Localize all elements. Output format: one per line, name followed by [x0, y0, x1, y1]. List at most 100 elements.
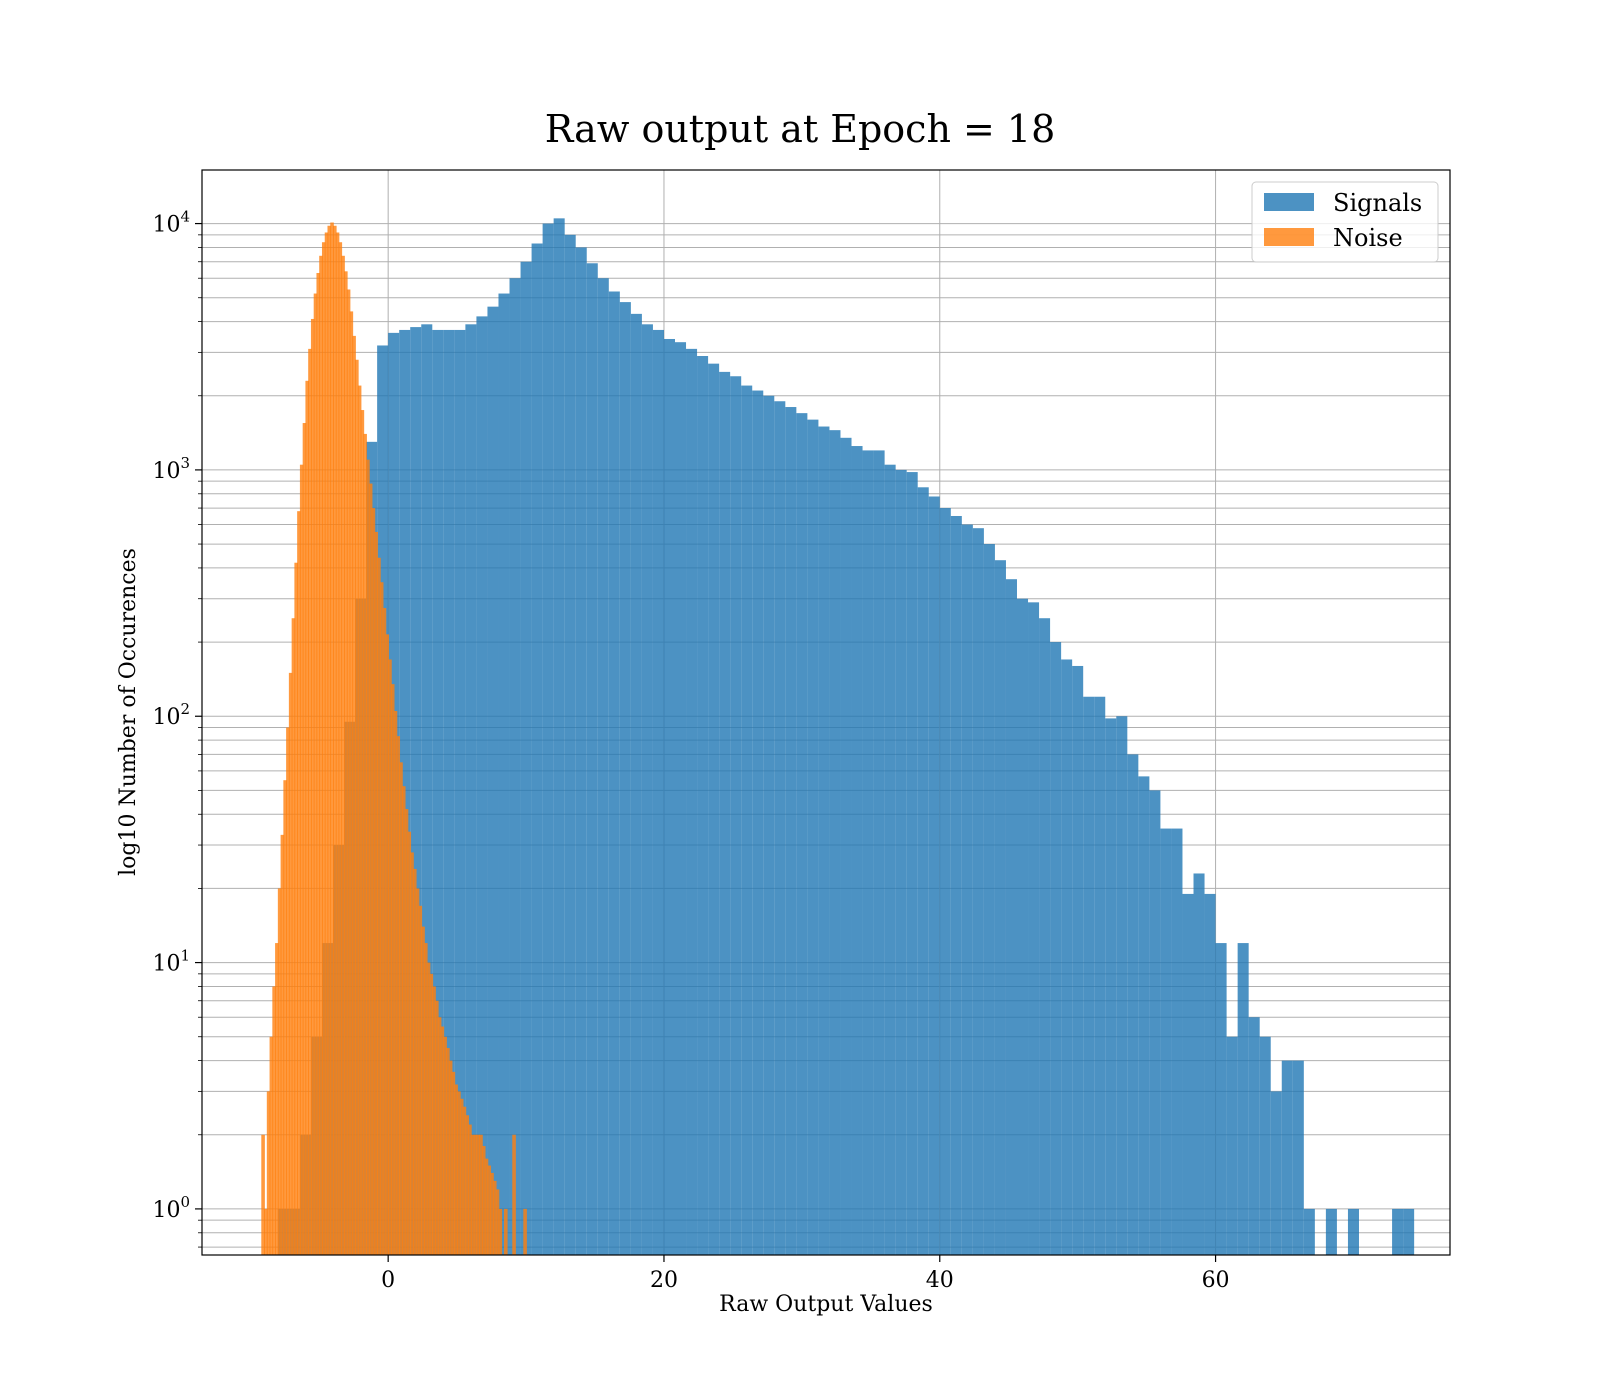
signals-bar [465, 324, 477, 1255]
signals-bar [586, 263, 598, 1256]
noise-bar [333, 225, 337, 1256]
noise-bar [424, 943, 428, 1255]
noise-bar [404, 809, 409, 1255]
noise-bar [272, 986, 276, 1255]
signals-bar [1138, 776, 1150, 1255]
signals-bar [928, 496, 940, 1255]
noise-bar [357, 385, 362, 1255]
legend-swatch-signals [1264, 193, 1314, 211]
noise-bar [440, 1026, 445, 1255]
noise-bar [432, 986, 436, 1255]
noise-bar [302, 423, 307, 1255]
signals-bar [1237, 943, 1249, 1255]
signals-bar [1347, 1208, 1359, 1255]
chart-title: Raw output at Epoch = 18 [545, 107, 1056, 151]
noise-bar [492, 1180, 497, 1255]
signals-bar [1050, 642, 1062, 1255]
noise-bar [399, 762, 403, 1255]
signals-bar [829, 430, 841, 1256]
signals-bar [1016, 598, 1029, 1255]
signals-bar [630, 313, 642, 1255]
noise-bar [349, 311, 354, 1255]
signals-bar [432, 329, 444, 1256]
noise-bar [294, 562, 298, 1255]
noise-bar [363, 433, 367, 1255]
noise-bar [421, 926, 425, 1255]
x-axis-label: Raw Output Values [719, 1292, 933, 1317]
y-tick-label: 100 [152, 1193, 190, 1223]
signals-bar [1127, 754, 1139, 1255]
noise-bar [481, 1146, 486, 1255]
noise-bar [407, 831, 412, 1255]
x-tick-label: 60 [1202, 1268, 1230, 1293]
signals-bar [840, 437, 852, 1255]
noise-bar [426, 962, 431, 1255]
noise-bar [355, 359, 359, 1255]
noise-bar [396, 736, 401, 1255]
noise-bar [341, 255, 345, 1255]
signals-bar [641, 324, 653, 1255]
signals-bar [674, 342, 687, 1255]
noise-bar [415, 888, 420, 1255]
signals-bar [443, 329, 455, 1256]
signals-bar [1248, 1017, 1260, 1255]
noise-bar [465, 1115, 469, 1255]
noise-bar [261, 1134, 265, 1255]
y-tick-label: 101 [152, 947, 190, 977]
noise-bar [454, 1084, 458, 1255]
noise-bar [468, 1124, 472, 1255]
noise-bar [498, 1208, 503, 1255]
noise-bar [291, 618, 296, 1255]
noise-bar [443, 1036, 447, 1255]
x-tick-label: 0 [381, 1268, 395, 1293]
signals-bar [873, 450, 885, 1255]
noise-bar [504, 1208, 508, 1255]
signals-bar [741, 385, 753, 1255]
noise-bar [324, 232, 329, 1255]
noise-bar [377, 557, 381, 1255]
legend-label-signals: Signals [1333, 189, 1422, 217]
noise-bar [457, 1091, 461, 1255]
legend-swatch-noise [1264, 228, 1314, 246]
signals-bar [1303, 1208, 1315, 1255]
noise-bar [319, 255, 323, 1255]
signals-bar [1193, 873, 1205, 1255]
signals-bar [487, 306, 499, 1256]
legend: Signals Noise [1251, 181, 1439, 263]
noise-bar [297, 511, 301, 1255]
noise-bar [269, 1036, 274, 1255]
noise-bar [393, 711, 398, 1255]
signals-bar [1403, 1208, 1415, 1255]
signals-bar [421, 324, 433, 1255]
signals-bar [1182, 893, 1194, 1255]
signals-bar [1083, 696, 1095, 1255]
noise-bar [335, 232, 340, 1255]
signals-bar [1270, 1091, 1282, 1255]
signals-bar [730, 376, 742, 1255]
signals-bar [509, 278, 521, 1255]
noise-bar [368, 483, 373, 1255]
noise-bar [288, 672, 293, 1255]
noise-bar [286, 727, 290, 1255]
noise-bar [385, 634, 389, 1255]
noise-bar [313, 293, 318, 1255]
noise-bar [448, 1060, 453, 1255]
noise-bar [280, 834, 285, 1255]
signals-bar [994, 560, 1006, 1255]
plot-frame [201, 169, 1451, 1256]
signals-bar [1149, 790, 1161, 1255]
signals-bar [1259, 1036, 1271, 1255]
signals-bar [1028, 602, 1040, 1255]
signals-bar [1392, 1208, 1404, 1255]
noise-bar [275, 943, 279, 1255]
signals-bar [1072, 665, 1084, 1255]
signals-bar [542, 223, 554, 1255]
signals-bar [1061, 659, 1073, 1255]
noise-bar [401, 786, 406, 1255]
noise-bar [374, 531, 378, 1255]
signals-bar [708, 363, 720, 1255]
signals-bar [752, 390, 764, 1255]
signals-bar [1160, 828, 1172, 1255]
signals-bar [608, 291, 620, 1256]
noise-bar [382, 608, 387, 1255]
